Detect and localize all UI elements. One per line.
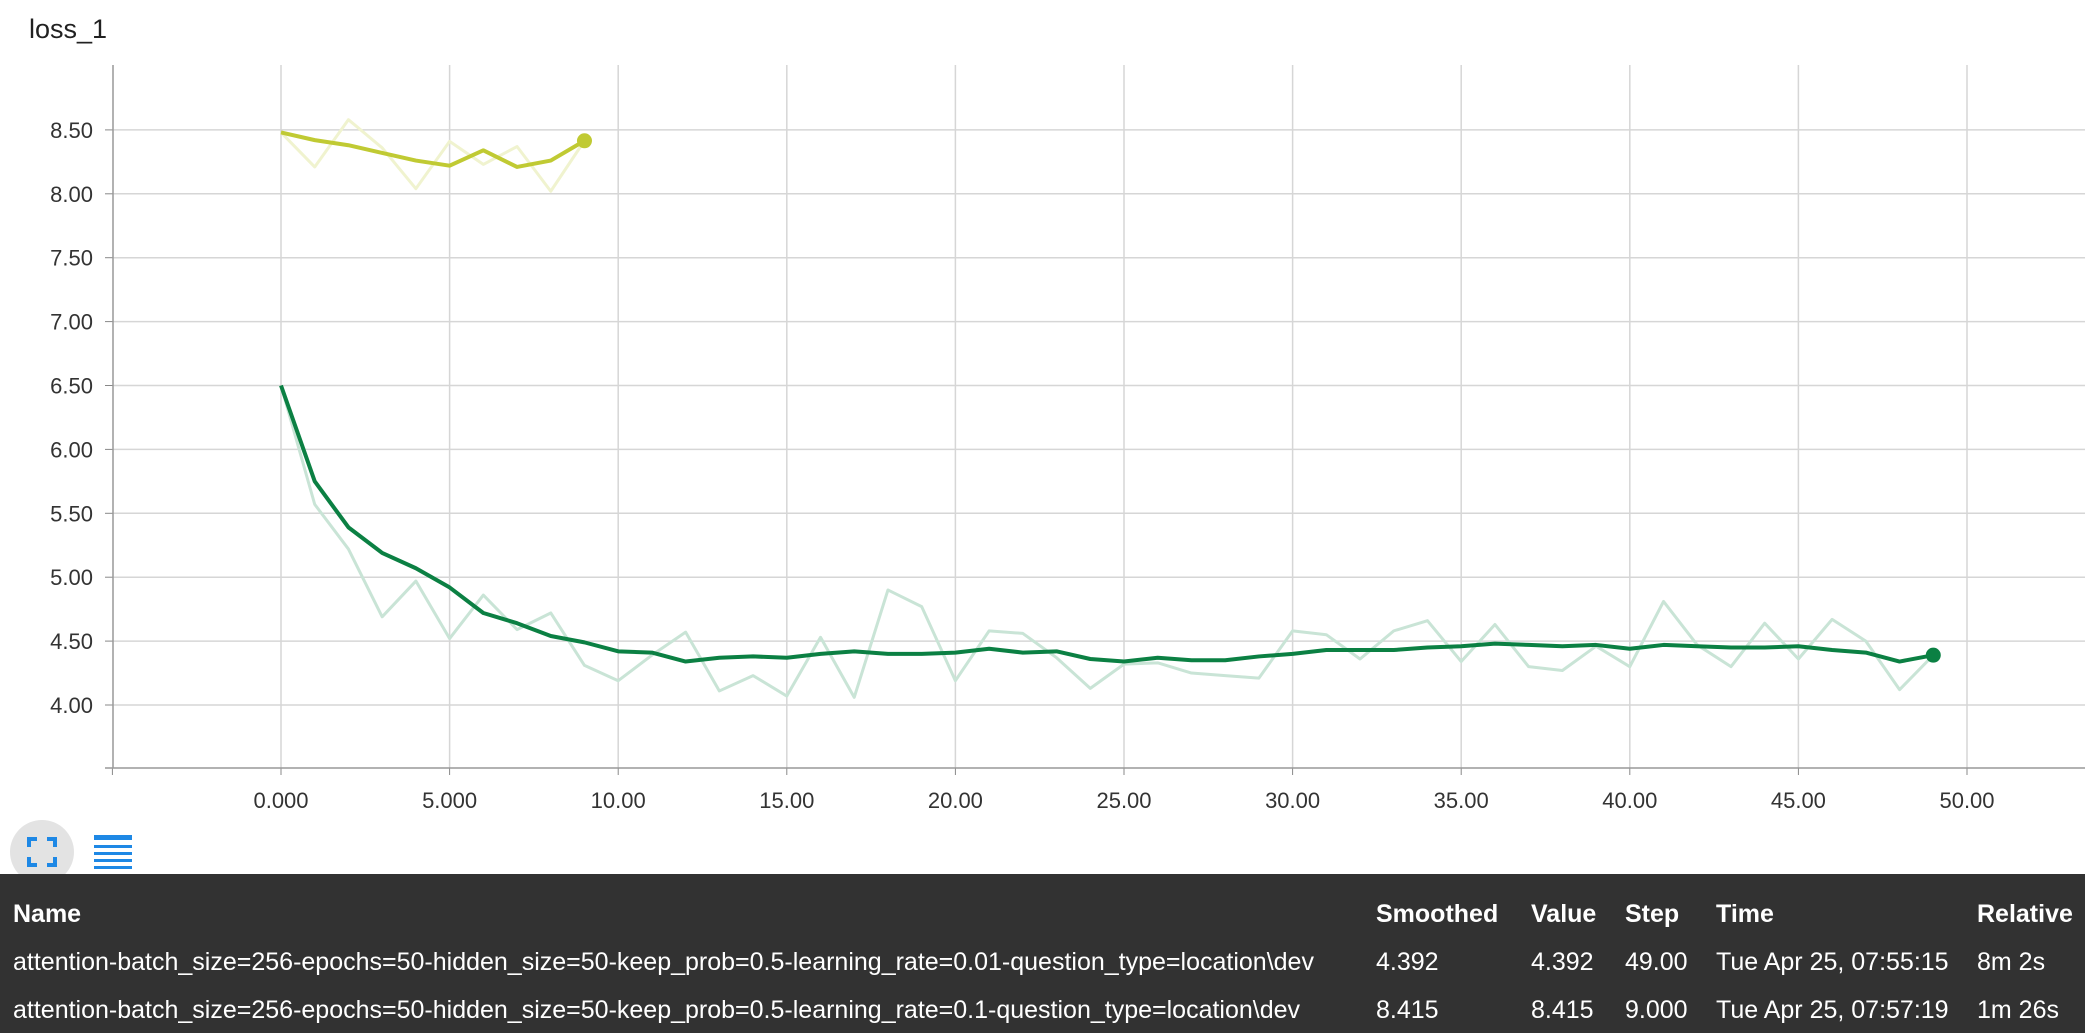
series-smoothed-line — [279, 384, 1934, 664]
x-tick-label: 10.00 — [591, 788, 646, 813]
table-row: attention-batch_size=256-epochs=50-hidde… — [0, 938, 2085, 986]
toggle-data-table-button[interactable] — [81, 820, 145, 884]
y-tick-label: 5.00 — [50, 565, 93, 590]
series-end-point — [576, 133, 592, 149]
fullscreen-icon — [27, 837, 57, 867]
header-time[interactable]: Time — [1716, 900, 1774, 928]
time-value: Tue Apr 25, 07:55:15 — [1716, 948, 1949, 976]
x-tick-label: 15.00 — [759, 788, 814, 813]
header-step[interactable]: Step — [1625, 900, 1680, 928]
x-tick-label: 0.000 — [253, 788, 308, 813]
x-tick-label: 25.00 — [1096, 788, 1151, 813]
chart-title: loss_1 — [29, 14, 108, 44]
time-value: Tue Apr 25, 07:57:19 — [1716, 996, 1949, 1024]
header-value[interactable]: Value — [1531, 900, 1597, 928]
smoothed-value: 8.415 — [1376, 996, 1439, 1024]
raw-value: 8.415 — [1531, 996, 1594, 1024]
y-tick-label: 4.50 — [50, 629, 93, 654]
line-chart: 4.00 4.50 5.00 5.50 6.00 6.50 7.00 7.50 8.00 8.50… — [50, 65, 2085, 813]
x-tick-label: 40.00 — [1602, 788, 1657, 813]
header-name[interactable]: Name — [13, 900, 82, 928]
relative-value: 8m 2s — [1977, 948, 2046, 976]
x-tick-label: 45.00 — [1771, 788, 1826, 813]
header-relative[interactable]: Relative — [1977, 900, 2073, 928]
x-tick-label: 5.000 — [422, 788, 477, 813]
y-tick-label: 4.00 — [50, 693, 93, 718]
y-tick-label: 7.00 — [50, 310, 93, 335]
step-value: 9.000 — [1625, 996, 1688, 1024]
chart-toolbar — [0, 820, 200, 884]
data-table: Name Smoothed Value Step Time Relative a… — [0, 874, 2085, 1033]
y-tick-label: 5.50 — [50, 501, 93, 526]
y-tick-label: 7.50 — [50, 246, 93, 271]
run-name: attention-batch_size=256-epochs=50-hidde… — [13, 948, 1314, 976]
x-tick-label: 35.00 — [1434, 788, 1489, 813]
header-smoothed[interactable]: Smoothed — [1376, 900, 1499, 928]
x-tick-label: 20.00 — [928, 788, 983, 813]
table-row: attention-batch_size=256-epochs=50-hidde… — [0, 986, 2085, 1034]
y-tick-label: 8.00 — [50, 182, 93, 207]
smoothed-value: 4.392 — [1376, 948, 1439, 976]
run-name: attention-batch_size=256-epochs=50-hidde… — [13, 996, 1301, 1024]
fullscreen-button[interactable] — [10, 820, 74, 884]
y-tick-label: 8.50 — [50, 118, 93, 143]
step-value: 49.00 — [1625, 948, 1688, 976]
list-icon — [94, 835, 132, 869]
y-tick-label: 6.50 — [50, 374, 93, 399]
relative-value: 1m 26s — [1977, 996, 2059, 1024]
series-smoothed-line — [280, 130, 586, 169]
series-end-point — [1925, 647, 1941, 663]
raw-value: 4.392 — [1531, 948, 1594, 976]
x-tick-label: 50.00 — [1939, 788, 1994, 813]
x-tick-label: 30.00 — [1265, 788, 1320, 813]
series-raw-line — [279, 385, 1935, 699]
y-tick-label: 6.00 — [50, 437, 93, 462]
